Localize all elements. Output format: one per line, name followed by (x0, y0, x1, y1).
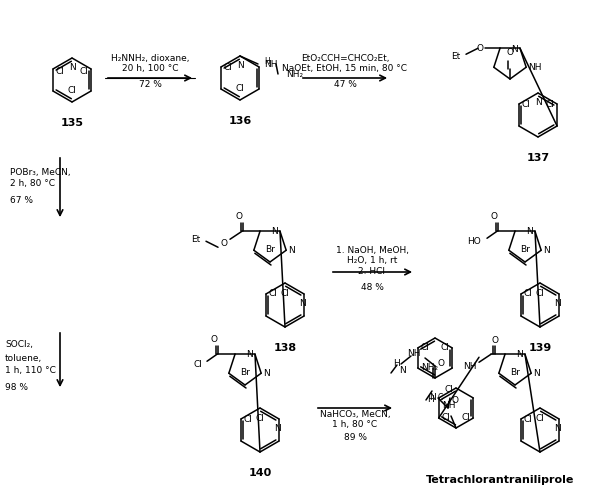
Text: N: N (535, 98, 541, 107)
Text: N: N (271, 227, 278, 236)
Text: N: N (68, 63, 76, 72)
Text: 137: 137 (526, 153, 550, 163)
Text: O: O (451, 396, 458, 405)
Text: 140: 140 (248, 468, 272, 478)
Text: Cl: Cl (524, 415, 533, 424)
Text: 1 h, 110 °C: 1 h, 110 °C (5, 365, 56, 375)
Text: N: N (288, 246, 295, 255)
Text: O: O (211, 335, 218, 344)
Text: Br: Br (240, 368, 250, 377)
Text: 72 %: 72 % (139, 79, 161, 88)
Text: H: H (394, 359, 400, 368)
Text: NH: NH (264, 59, 277, 68)
Text: Cl: Cl (79, 66, 88, 75)
Text: H₂NNH₂, dioxane,: H₂NNH₂, dioxane, (111, 53, 189, 62)
Text: N: N (246, 350, 253, 359)
Text: Br: Br (520, 245, 530, 254)
Text: Cl: Cl (536, 289, 544, 298)
Text: N: N (274, 424, 280, 433)
Text: SOCl₂,: SOCl₂, (5, 340, 33, 349)
Text: NH₂: NH₂ (286, 69, 303, 78)
Text: 20 h, 100 °C: 20 h, 100 °C (122, 63, 178, 72)
Text: N: N (299, 299, 305, 308)
Text: NH: NH (464, 362, 477, 371)
Text: POBr₃, MeCN,: POBr₃, MeCN, (10, 168, 71, 177)
Text: 67 %: 67 % (10, 196, 33, 205)
Text: NaHCO₃, MeCN,: NaHCO₃, MeCN, (320, 411, 391, 420)
Text: O: O (221, 239, 227, 248)
Text: 89 %: 89 % (343, 434, 367, 443)
Text: N: N (399, 366, 406, 375)
Text: O: O (491, 212, 497, 221)
Text: H: H (427, 396, 434, 405)
Text: Et: Et (191, 235, 200, 244)
Text: 98 %: 98 % (5, 383, 28, 392)
Text: O: O (506, 48, 514, 57)
Text: N: N (554, 424, 560, 433)
Text: Cl: Cl (256, 414, 265, 423)
Text: Cl: Cl (461, 414, 470, 423)
Text: Cl: Cl (56, 66, 65, 75)
Text: Cl: Cl (193, 360, 202, 369)
Text: Br: Br (265, 245, 275, 254)
Text: Cl: Cl (444, 386, 453, 395)
Text: N: N (533, 369, 540, 378)
Text: N: N (511, 45, 518, 54)
Text: Cl: Cl (236, 84, 244, 93)
Text: NaOEt, EtOH, 15 min, 80 °C: NaOEt, EtOH, 15 min, 80 °C (283, 63, 407, 72)
Text: NH₂: NH₂ (421, 363, 438, 372)
Text: Cl: Cl (244, 415, 253, 424)
Text: 136: 136 (229, 116, 251, 126)
Text: Cl: Cl (442, 414, 451, 423)
Text: H: H (264, 57, 270, 66)
Text: Cl: Cl (536, 414, 544, 423)
Text: toluene,: toluene, (5, 353, 42, 362)
Text: N: N (516, 350, 523, 359)
Text: N: N (554, 299, 560, 308)
Text: Cl: Cl (281, 289, 289, 298)
Text: O: O (438, 359, 445, 368)
Text: EtO₂CCH=CHCO₂Et,: EtO₂CCH=CHCO₂Et, (301, 53, 389, 62)
Text: Cl: Cl (421, 343, 430, 352)
Text: O: O (476, 44, 483, 53)
Text: 135: 135 (61, 118, 83, 128)
Text: 48 %: 48 % (361, 283, 383, 292)
Text: H₂O, 1 h, rt: H₂O, 1 h, rt (347, 256, 397, 265)
Text: Cl: Cl (440, 343, 449, 352)
Text: Cl: Cl (545, 99, 554, 108)
Text: Tetrachlorantraniliprole: Tetrachlorantraniliprole (426, 475, 574, 485)
Text: N: N (430, 393, 436, 402)
Text: 138: 138 (274, 343, 296, 353)
Text: C: C (437, 394, 443, 403)
Text: N: N (236, 61, 244, 70)
Text: NH: NH (442, 401, 456, 410)
Text: N: N (526, 227, 533, 236)
Text: Cl: Cl (269, 289, 278, 298)
Text: NH: NH (528, 63, 542, 72)
Text: 1. NaOH, MeOH,: 1. NaOH, MeOH, (335, 246, 409, 254)
Text: HO: HO (467, 237, 481, 246)
Text: Cl: Cl (224, 62, 233, 71)
Text: N: N (543, 246, 550, 255)
Text: O: O (491, 336, 499, 345)
Text: Br: Br (510, 368, 520, 377)
Text: Cl: Cl (68, 86, 76, 95)
Text: 139: 139 (529, 343, 551, 353)
Text: Cl: Cl (524, 289, 533, 298)
Text: 47 %: 47 % (334, 79, 356, 88)
Text: Cl: Cl (522, 99, 531, 108)
Text: Et: Et (451, 52, 460, 61)
Text: 1 h, 80 °C: 1 h, 80 °C (332, 421, 377, 430)
Text: 2. HCl: 2. HCl (359, 267, 386, 276)
Text: O: O (236, 212, 242, 221)
Text: NH: NH (407, 349, 421, 358)
Text: N: N (263, 369, 270, 378)
Text: 2 h, 80 °C: 2 h, 80 °C (10, 179, 55, 188)
